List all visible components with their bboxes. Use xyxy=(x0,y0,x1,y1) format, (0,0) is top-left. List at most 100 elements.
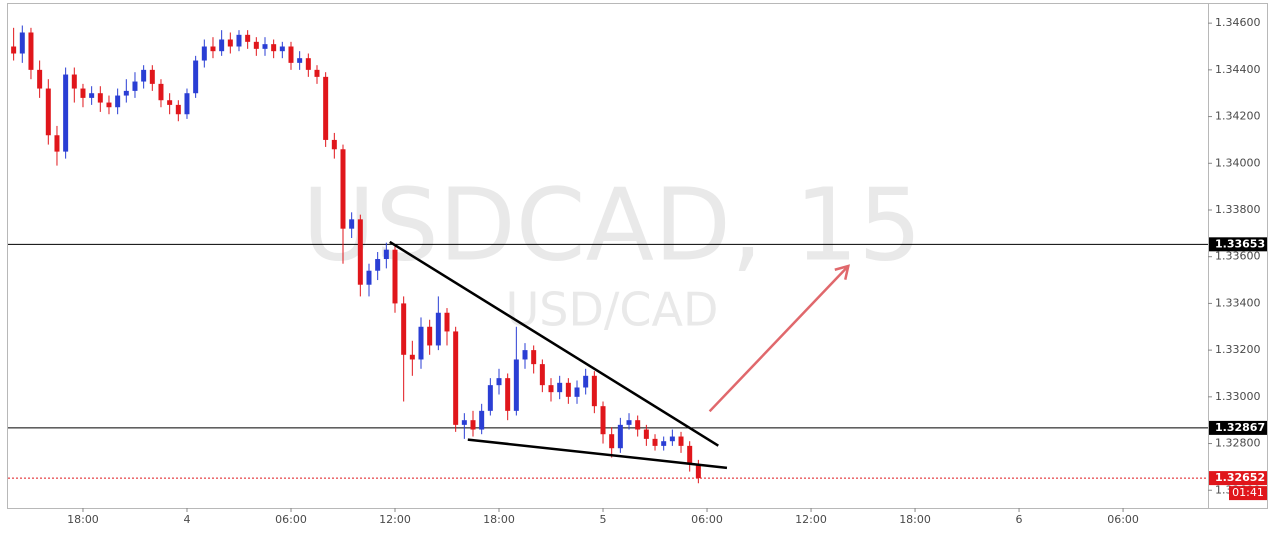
candle-body xyxy=(574,387,580,397)
candle-body xyxy=(236,34,242,47)
y-tick-label: 1.32800 xyxy=(1215,437,1261,450)
candle-body xyxy=(271,44,277,52)
candle-body xyxy=(444,312,450,332)
candle-body xyxy=(71,74,77,89)
candle-body xyxy=(669,436,675,442)
candle-body xyxy=(175,104,181,115)
candle-body xyxy=(210,46,216,52)
candle-body xyxy=(305,58,311,70)
y-tick-label: 1.33800 xyxy=(1215,203,1261,216)
candle-body xyxy=(167,100,173,105)
candle-body xyxy=(193,60,199,94)
candle-body xyxy=(687,445,693,465)
candle-body xyxy=(617,424,623,449)
candle-body xyxy=(435,312,441,346)
candle-body xyxy=(245,34,251,42)
watermark-subtitle: USD/CAD xyxy=(506,283,719,337)
candle-body xyxy=(695,464,701,479)
candle-body xyxy=(401,303,407,355)
candle-body xyxy=(262,44,268,49)
candle-body xyxy=(531,350,537,365)
y-tick-label: 1.34200 xyxy=(1215,110,1261,123)
candle-body xyxy=(357,219,363,285)
candle-body xyxy=(45,88,51,136)
candle-body xyxy=(19,32,25,54)
trendline xyxy=(467,438,728,470)
y-tick-label: 1.33200 xyxy=(1215,343,1261,356)
candle-body xyxy=(219,39,225,52)
candle-body xyxy=(383,249,389,260)
candle-body xyxy=(253,41,259,49)
x-tick-label: 4 xyxy=(183,513,190,526)
candle-body xyxy=(626,420,632,425)
candle-body xyxy=(149,69,155,84)
candle-body xyxy=(132,81,138,91)
x-tick-label: 12:00 xyxy=(795,513,827,526)
candle-body xyxy=(184,93,190,115)
countdown-box xyxy=(1229,486,1267,501)
x-tick-label: 06:00 xyxy=(1107,513,1139,526)
x-tick-label: 6 xyxy=(1016,513,1023,526)
candle-body xyxy=(600,406,606,435)
price-label-box xyxy=(1209,237,1267,252)
candle-body xyxy=(652,438,658,446)
candle-body xyxy=(661,441,667,446)
x-tick-label: 06:00 xyxy=(275,513,307,526)
price-label: 1.32652 xyxy=(1215,471,1265,484)
y-tick-label: 1.33000 xyxy=(1215,390,1261,403)
candle-body xyxy=(418,326,424,360)
candle-body xyxy=(557,382,563,393)
price-label-box xyxy=(1209,471,1267,486)
candle-body xyxy=(522,350,528,360)
y-tick-label: 1.33600 xyxy=(1215,250,1261,263)
candle-body xyxy=(487,385,493,411)
y-tick-label: 1.34600 xyxy=(1215,16,1261,29)
candle-body xyxy=(427,326,433,346)
candle-body xyxy=(63,74,69,152)
candle-body xyxy=(288,46,294,63)
price-label-box xyxy=(1209,420,1267,435)
watermark-title: USDCAD, 15 xyxy=(302,166,922,283)
candle-body xyxy=(115,95,121,108)
x-tick-label: 5 xyxy=(600,513,607,526)
candle-body xyxy=(11,46,17,54)
candle-body xyxy=(54,135,60,152)
candle-body xyxy=(123,90,129,96)
candle-body xyxy=(366,270,372,285)
candle-body xyxy=(539,364,545,386)
candle-body xyxy=(496,378,502,386)
candle-body xyxy=(279,46,285,52)
candle-body xyxy=(297,58,303,63)
trendline xyxy=(389,240,719,447)
y-tick-label: 1.33400 xyxy=(1215,296,1261,309)
candle-body xyxy=(340,149,346,229)
price-label: 1.33653 xyxy=(1215,237,1265,250)
candle-body xyxy=(635,420,641,430)
candle-body xyxy=(609,434,615,449)
candle-body xyxy=(106,102,112,108)
candle-body xyxy=(331,139,337,150)
candle-body xyxy=(375,259,381,271)
candle-body xyxy=(678,436,684,446)
candle-body xyxy=(227,39,233,47)
candle-body xyxy=(583,375,589,388)
candle-body xyxy=(80,88,86,98)
candle-body xyxy=(314,69,320,77)
x-tick-label: 12:00 xyxy=(379,513,411,526)
x-tick-label: 18:00 xyxy=(899,513,931,526)
candle-body xyxy=(470,420,476,430)
candle-body xyxy=(323,76,329,140)
candle-body xyxy=(548,385,554,393)
candle-body xyxy=(37,69,43,89)
candle-body xyxy=(409,354,415,360)
candle-body xyxy=(461,420,467,425)
candle-body xyxy=(141,69,147,82)
x-tick-label: 18:00 xyxy=(67,513,99,526)
price-label: 1.32867 xyxy=(1215,421,1265,434)
candle-body xyxy=(28,32,34,70)
candle-body xyxy=(392,249,398,304)
arrow-head xyxy=(834,264,850,280)
candle-body xyxy=(643,429,649,439)
